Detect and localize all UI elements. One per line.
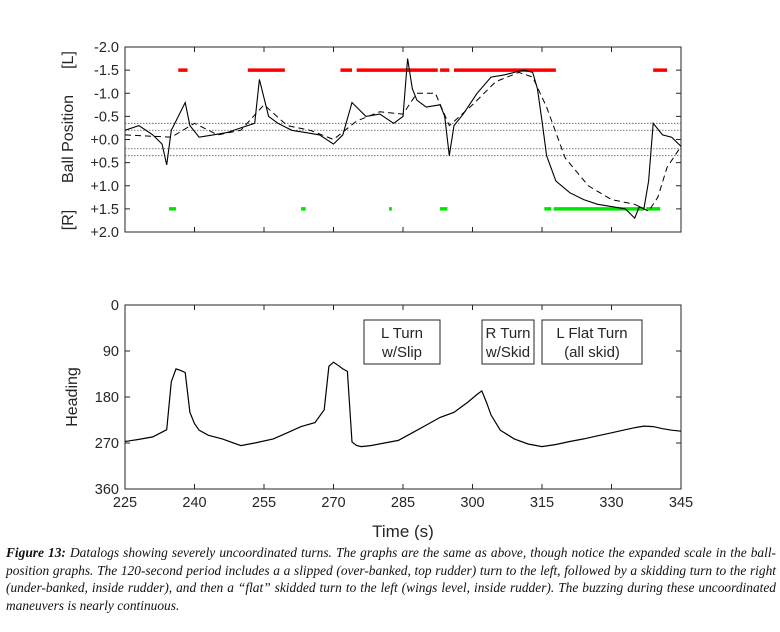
x-tick-label: 285 bbox=[391, 495, 415, 511]
ball-position-dashed-line bbox=[124, 71, 682, 212]
ball-position-ylabel-right: [R] bbox=[60, 210, 77, 230]
annotation-r-turn-line1: R Turn bbox=[485, 325, 530, 342]
x-tick-label: 255 bbox=[252, 495, 276, 511]
heading-xlabel: Time (s) bbox=[372, 522, 434, 540]
figure-caption: Figure 13: Datalogs showing severely unc… bbox=[6, 544, 776, 614]
annotation-r-turn-line2: w/Skid bbox=[485, 344, 530, 361]
heading-ylabel: Heading bbox=[64, 367, 81, 427]
y-tick-label: 0 bbox=[111, 298, 119, 314]
y-tick-label: +1.0 bbox=[90, 179, 119, 195]
annotation-l-turn-line1: L Turn bbox=[381, 325, 423, 342]
heading-x-ticks: 225 240 255 270 285 300 315 330 345 bbox=[113, 305, 693, 511]
y-tick-label: +1.5 bbox=[90, 202, 119, 218]
annotation-boxes: L Turn w/Slip R Turn w/Skid L Flat Turn … bbox=[363, 319, 643, 365]
annotation-l-flat-line2: (all skid) bbox=[564, 344, 620, 361]
annotation-l-turn-line2: w/Slip bbox=[381, 344, 422, 361]
x-tick-label: 270 bbox=[321, 495, 345, 511]
marker-segments bbox=[169, 68, 668, 211]
ball-position-traces bbox=[124, 58, 682, 220]
y-tick-label: +0.0 bbox=[90, 133, 119, 149]
x-tick-label: 225 bbox=[113, 495, 137, 511]
x-tick-label: 300 bbox=[460, 495, 484, 511]
ball-position-ylabel: Ball Position bbox=[60, 95, 77, 183]
y-tick-label: -0.5 bbox=[94, 109, 119, 125]
y-tick-label: 90 bbox=[103, 344, 119, 360]
y-tick-label: -2.0 bbox=[94, 40, 119, 56]
figure: -2.0 -1.5 -1.0 -0.5 +0.0 +0.5 +1.0 +1.5 +2.0 [L]… bbox=[60, 40, 693, 540]
heading-chart: L Turn w/Slip R Turn w/Skid L Flat Turn … bbox=[64, 298, 693, 540]
ball-position-y-ticks: -2.0 -1.5 -1.0 -0.5 +0.0 +0.5 +1.0 +1.5 +2.0 bbox=[90, 40, 682, 241]
ball-position-ylabel-left: [L] bbox=[60, 51, 77, 69]
y-tick-label: +0.5 bbox=[90, 156, 119, 172]
x-tick-label: 315 bbox=[530, 495, 554, 511]
y-tick-label: 270 bbox=[95, 436, 119, 452]
x-tick-label: 240 bbox=[182, 495, 206, 511]
x-tick-label: 330 bbox=[599, 495, 623, 511]
ball-position-chart: -2.0 -1.5 -1.0 -0.5 +0.0 +0.5 +1.0 +1.5 +2.0 [L]… bbox=[60, 40, 682, 241]
x-tick-label: 345 bbox=[669, 495, 693, 511]
y-tick-label: 360 bbox=[95, 482, 119, 498]
y-tick-label: -1.0 bbox=[94, 86, 119, 102]
heading-line bbox=[124, 361, 682, 448]
caption-label: Figure 13: bbox=[6, 545, 66, 560]
annotation-r-turn-skid: R Turn w/Skid bbox=[481, 319, 535, 365]
heading-y-ticks: 0 90 180 270 360 bbox=[95, 298, 681, 498]
reference-lines bbox=[125, 122, 681, 157]
ball-position-solid-line bbox=[124, 58, 682, 220]
annotation-l-flat-turn: L Flat Turn (all skid) bbox=[541, 319, 643, 365]
y-tick-label: +2.0 bbox=[90, 225, 119, 241]
heading-traces bbox=[124, 361, 682, 448]
annotation-l-flat-line1: L Flat Turn bbox=[556, 325, 627, 342]
y-tick-label: 180 bbox=[95, 390, 119, 406]
caption-text: Datalogs showing severely uncoordinated … bbox=[6, 545, 777, 613]
y-tick-label: -1.5 bbox=[94, 63, 119, 79]
annotation-l-turn-slip: L Turn w/Slip bbox=[363, 319, 441, 365]
